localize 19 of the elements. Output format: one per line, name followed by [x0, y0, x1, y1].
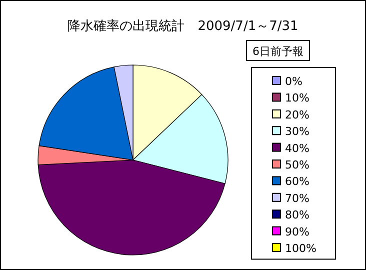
- pie-slice: [132, 94, 228, 184]
- legend-label: 40%: [285, 142, 310, 155]
- legend-label: 0%: [285, 75, 302, 88]
- legend-label: 10%: [285, 92, 310, 105]
- pie-slice: [38, 66, 134, 160]
- legend-label: 70%: [285, 192, 310, 205]
- legend-label: 80%: [285, 208, 310, 222]
- legend-label: 90%: [285, 225, 310, 238]
- legend-title: 6日前予報: [252, 45, 304, 58]
- legend-label: 60%: [285, 175, 310, 188]
- legend-label: 100%: [285, 242, 316, 255]
- legend-label: 30%: [285, 125, 310, 138]
- chart-title: 降水確率の出現統計 2009/7/1～7/31: [68, 18, 298, 34]
- pie-slice: [114, 64, 134, 160]
- pie-slice: [38, 145, 134, 166]
- legend-label: 50%: [285, 158, 310, 172]
- pie-slice: [38, 160, 226, 256]
- pie-slice: [132, 64, 202, 160]
- legend-label: 20%: [285, 108, 310, 122]
